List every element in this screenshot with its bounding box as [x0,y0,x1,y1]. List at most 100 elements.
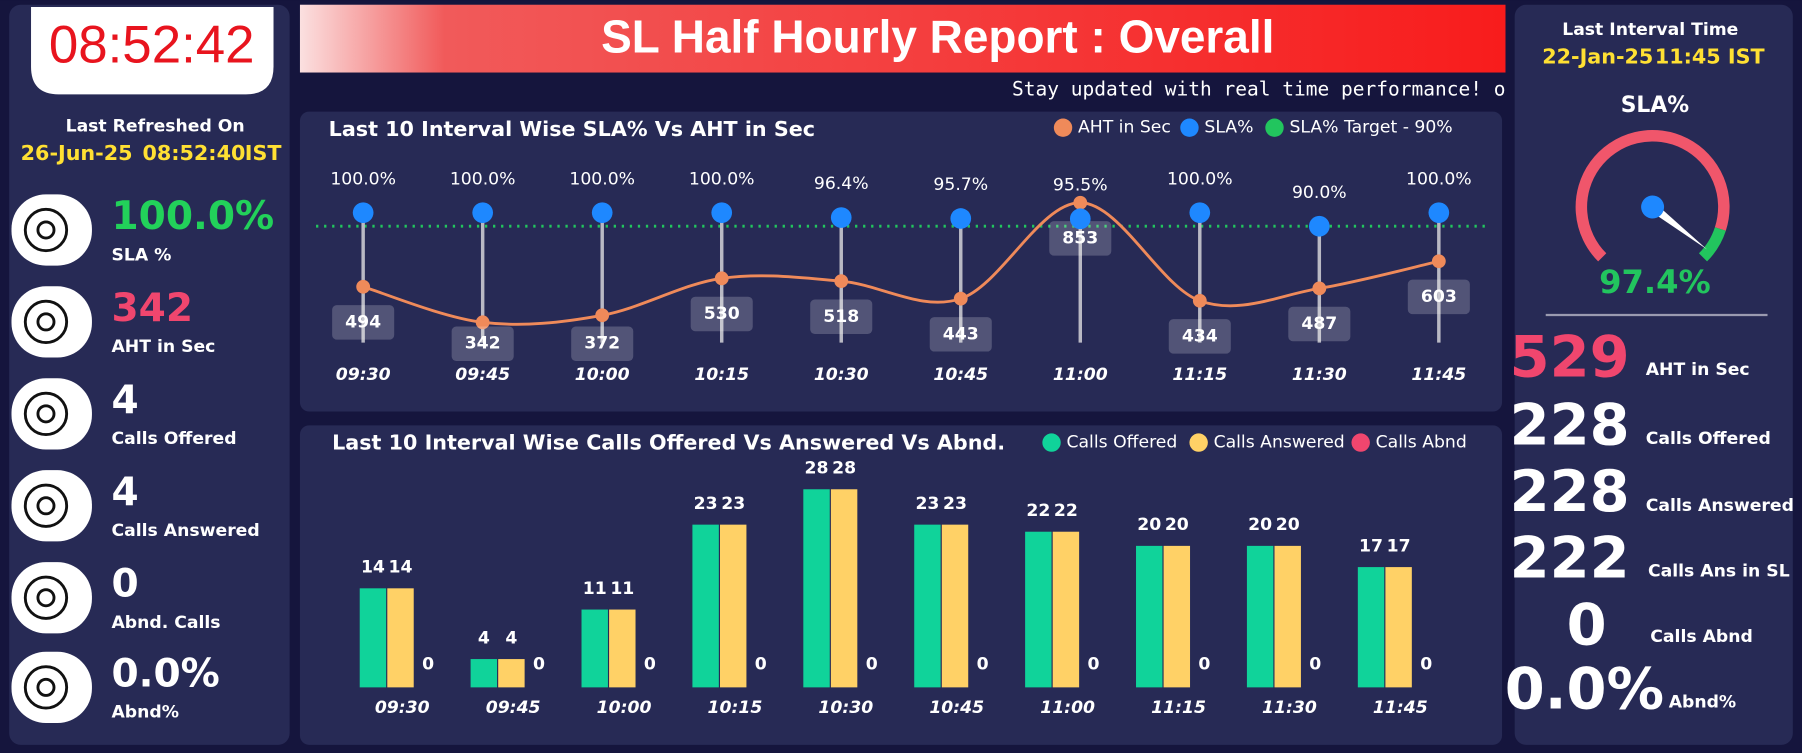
data-label-box [929,317,992,352]
x-tick-label: 11:00 [1053,365,1108,385]
data-label: 100.0% [1167,169,1233,189]
bar [830,489,858,688]
kpi-icon [36,312,56,332]
gauge-band [1575,130,1730,262]
data-label: 0 [533,654,545,674]
bar [803,489,830,688]
data-label: 23 [915,494,939,514]
legend-label: Calls Abnd [1376,433,1467,453]
data-label: 4 [478,628,490,648]
data-label: 853 [1062,228,1098,248]
kpi-icon [23,207,69,253]
data-label-box [332,305,395,340]
aht-point [1312,281,1327,296]
x-tick-label: 11:45 [1373,698,1428,718]
data-label: 20 [1248,515,1272,535]
data-label: 96.4% [814,174,869,194]
bar [692,524,719,688]
stat-label: Calls Answered [1646,496,1794,516]
sla-point [950,208,972,229]
data-label-box [571,326,634,361]
stat-label: Calls Abnd [1650,627,1753,647]
gauge-value: 97.4% [1599,263,1711,301]
sla-point [1189,202,1211,224]
x-tick-label: 11:30 [1292,365,1347,385]
bar [1357,567,1385,688]
data-label: 0 [422,654,434,674]
data-label-box [451,326,514,361]
chart-title: Last 10 Interval Wise Calls Offered Vs A… [332,431,1005,455]
legend-swatch [1265,118,1284,137]
bar [1052,531,1080,688]
kpi-icon-bg [11,378,92,450]
refresh-time: 08:52:40 [143,141,246,165]
gauge-title: SLA% [1621,93,1690,118]
data-label: 100.0% [689,169,755,189]
x-tick-label: 09:45 [455,365,510,385]
header-title: SL Half Hourly Report : Overall [601,10,1274,62]
x-tick-label: 09:30 [336,365,391,385]
aht-line [362,201,1440,326]
data-label: 14 [361,558,385,578]
stat-value: 0.0% [1505,656,1664,723]
bar [609,609,636,688]
stat-label: Calls Ans in SL [1648,561,1790,581]
x-tick-label: 11:15 [1151,698,1206,718]
stat-value: 228 [1510,391,1630,458]
gauge-band [1698,227,1726,262]
aht-point [475,315,490,330]
x-tick-label: 10:45 [929,698,984,718]
interval-label: Last Interval Time [1562,20,1738,40]
legend-swatch [1180,118,1199,137]
bar [1025,531,1052,688]
data-label: 14 [389,558,413,578]
data-label: 17 [1387,536,1411,556]
stat-value: 529 [1510,324,1630,391]
legend-swatch [1351,433,1370,452]
x-tick-label: 10:30 [818,698,873,718]
stat-label: AHT in Sec [1646,360,1750,380]
kpi-icon [36,404,56,424]
kpi-value: 342 [111,286,193,331]
legend-swatch [1042,433,1061,452]
data-label: 487 [1301,314,1337,334]
aht-point [834,274,849,289]
data-label: 20 [1137,515,1161,535]
refresh-label: Last Refreshed On [66,117,245,137]
data-label: 0 [1088,654,1100,674]
data-label: 23 [943,494,967,514]
data-label: 28 [832,459,856,479]
data-label: 0 [977,654,989,674]
kpi-icon-bg [11,651,92,723]
legend-label: Calls Offered [1066,433,1177,453]
refresh-date: 26-Jun-25 [21,141,133,165]
sla-point [711,202,733,224]
x-tick-label: 09:30 [375,698,430,718]
bar [914,524,941,688]
data-label: 90.0% [1292,183,1347,203]
kpi-value: 0 [111,562,138,607]
bar [470,659,498,688]
data-label-box [1288,306,1351,342]
aht-point [1431,254,1446,269]
kpi-icon [23,299,69,345]
kpi-icon [23,483,69,528]
data-label: 342 [465,334,501,354]
data-label: 11 [610,579,634,599]
bar [359,588,387,688]
aht-point [356,279,371,294]
data-label: 23 [694,494,718,514]
legend-swatch [1189,433,1208,452]
x-tick-label: 10:15 [708,698,763,718]
x-tick-label: 10:00 [597,698,652,718]
data-label-box [810,299,873,334]
interval-date: 22-Jan-25 [1542,45,1653,69]
data-label-box [1407,279,1470,315]
kpi-label: Abnd. Calls [111,613,220,633]
ticker: Stay updated with real time performance!… [1012,77,1505,100]
data-label: 100.0% [569,169,635,189]
refresh-tz: IST [245,141,282,165]
kpi-icon [23,391,69,436]
